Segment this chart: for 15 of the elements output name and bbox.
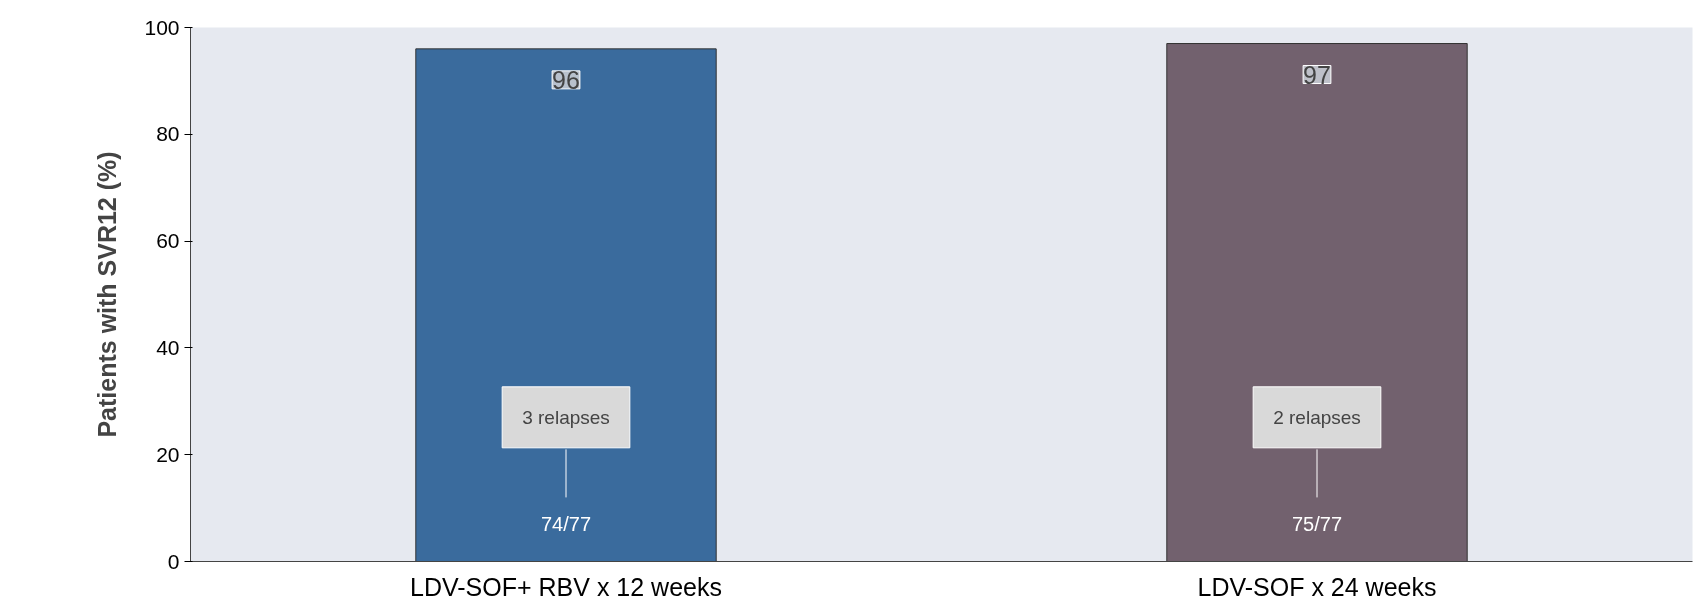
x-tick-label: LDV-SOF x 24 weeks [1197, 572, 1437, 601]
y-tick-label: 60 [156, 229, 180, 253]
annotation: 3 relapses [522, 406, 610, 428]
annotation: 74/77 [540, 513, 592, 536]
y-tick-label: 40 [156, 335, 180, 359]
annotation: 2 relapses [1273, 406, 1361, 428]
y-tick-label: 80 [156, 122, 180, 146]
y-axis-title: Patients with SVR12 (%) [93, 151, 122, 438]
y-tick-label: 20 [156, 442, 180, 466]
x-tick-label: LDV-SOF+ RBV x 12 weeks [410, 572, 722, 601]
y-tick-label: 0 [167, 549, 180, 573]
annotation: 75/77 [1291, 513, 1343, 536]
data-label: 97 [1303, 60, 1331, 89]
data-label: 96 [552, 65, 580, 94]
y-tick-label: 100 [144, 15, 180, 39]
